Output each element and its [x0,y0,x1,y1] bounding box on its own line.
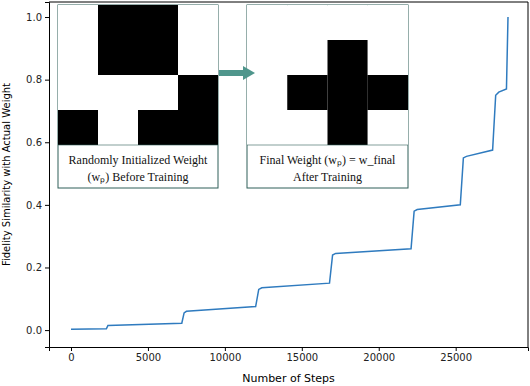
frame [528,2,529,347]
weight-cell [98,75,138,110]
y-tick-label: 0.0 [26,325,42,336]
weight-cell [98,110,138,145]
weight-cell [328,75,368,110]
y-tick-mark [45,205,49,206]
weight-cell [287,75,327,110]
weight-cell [178,110,218,145]
weight-cell [98,5,138,40]
weight-cell [368,40,408,75]
y-tick-label: 0.6 [26,137,42,148]
y-tick-mark [45,17,49,18]
y-axis-title: Fidelity Similarity with Actual Weight [1,83,12,266]
weight-cell [247,5,287,40]
weight-cell [368,5,408,40]
y-tick-mark [45,80,49,81]
weight-cell [178,75,218,110]
x-tick-mark [225,347,226,351]
y-tick-label: 0.2 [26,262,42,273]
weight-cell [58,110,98,145]
weight-cell [138,110,178,145]
x-tick-label: 20000 [363,352,395,363]
x-tick-label: 25000 [440,352,472,363]
y-tick-label: 0.4 [26,200,42,211]
x-tick-mark [148,347,149,351]
weight-cell [247,40,287,75]
x-tick: 5000 [136,347,161,363]
x-tick-mark [71,347,72,351]
y-tick: 0.8 [26,74,49,85]
chart: 0 5000 10000 15000 20000 25000 0.0 0.2 0.4 0.6 0.8… [0,0,530,386]
inset-divider [247,145,408,146]
y-tick: 0.2 [26,262,49,273]
y-tick-label: 0.8 [26,74,42,85]
y-tick: 1.0 [26,12,49,23]
weight-cell [58,5,98,40]
weight-cell [328,5,368,40]
x-axis: 0 5000 10000 15000 20000 25000 [50,347,529,363]
axis-line [50,348,529,352]
x-axis-title: Number of Steps [242,372,335,385]
arrow [219,66,255,80]
weight-cell [328,110,368,145]
y-axis: 0.0 0.2 0.4 0.6 0.8 1.0 [26,3,49,348]
inset-frame [58,5,218,188]
inset-caption: (wₚ) Before Training [88,170,189,184]
inset-caption: Randomly Initialized Weight [69,153,208,167]
x-tick: 20000 [363,347,395,363]
y-tick: 0.6 [26,137,49,148]
inset-caption: After Training [293,170,362,184]
x-tick-mark [379,347,380,351]
arrow-shaft [219,70,243,76]
y-tick-mark [45,267,49,268]
y-tick-mark [45,330,49,331]
y-tick-mark [45,142,49,143]
inset: Final Weight (wₚ) = w_final After Trainin… [247,5,408,188]
weight-cell [98,40,138,75]
x-tick-label: 0 [68,352,74,363]
weight-cell [138,5,178,40]
inset-frame [247,5,408,188]
inset: Randomly Initialized Weight (wₚ) Before T… [58,5,218,188]
weight-cell [287,110,327,145]
weight-cell [58,75,98,110]
weight-cell [287,40,327,75]
weight-cell [178,40,218,75]
y-tick-label: 1.0 [26,12,42,23]
weight-cell [58,40,98,75]
weight-cell [287,5,327,40]
frame [49,2,528,3]
weight-cell [178,5,218,40]
y-tick: 0.4 [26,200,49,211]
inset-caption: Final Weight (wₚ) = w_final [260,153,397,167]
x-tick-mark [302,347,303,351]
x-tick-mark [456,347,457,351]
x-tick: 10000 [209,347,241,363]
weight-cell [247,75,287,110]
arrow-head [243,66,255,80]
weight-cell [368,110,408,145]
weight-cell [368,75,408,110]
weight-cell [138,75,178,110]
x-tick: 25000 [440,347,472,363]
x-tick: 15000 [286,347,318,363]
weight-cell [138,40,178,75]
weight-cell [328,40,368,75]
axis-line [45,3,50,348]
x-tick: 0 [68,347,74,363]
x-tick-label: 10000 [209,352,241,363]
weight-cell [247,110,287,145]
x-tick-label: 5000 [136,352,161,363]
y-tick: 0.0 [26,325,49,336]
x-tick-label: 15000 [286,352,318,363]
inset-divider [58,145,218,146]
